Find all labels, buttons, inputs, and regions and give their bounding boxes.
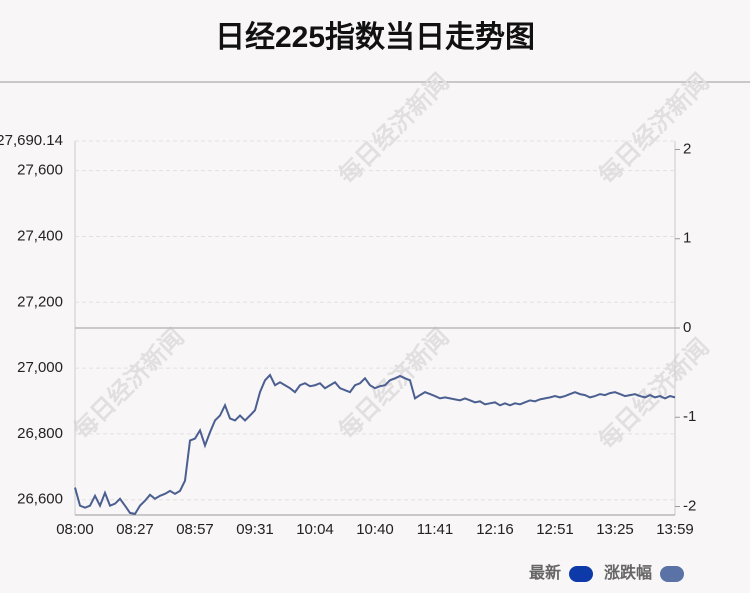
- x-tick-label: 09:31: [236, 521, 274, 538]
- x-tick-label: 13:59: [656, 521, 694, 538]
- x-tick-label: 10:04: [296, 521, 334, 538]
- y2-tick-label: -2: [683, 497, 696, 514]
- legend-label: 涨跌幅: [604, 563, 652, 582]
- y2-tick-label: -1: [683, 408, 696, 425]
- x-tick-label: 12:16: [476, 521, 514, 538]
- legend-label: 最新: [529, 563, 561, 582]
- y2-tick-label: 1: [683, 230, 691, 247]
- y-tick-label: 27,600: [17, 162, 63, 179]
- x-tick-label: 11:41: [417, 521, 453, 538]
- y-tick-label: 26,800: [17, 425, 63, 442]
- y-tick-label: 27,200: [17, 293, 63, 310]
- chart-title: 日经225指数当日走势图: [215, 20, 535, 54]
- x-tick-label: 08:57: [176, 521, 214, 538]
- legend-swatch: [569, 566, 593, 582]
- price-line: [74, 373, 676, 516]
- y-tick-label: 26,600: [17, 491, 63, 508]
- x-tick-label: 13:25: [596, 521, 634, 538]
- x-tick-label: 08:00: [56, 521, 94, 538]
- legend-swatch: [660, 566, 684, 582]
- x-tick-label: 10:40: [356, 521, 394, 538]
- y-tick-label: 27,000: [17, 359, 63, 376]
- y-tick-label: 27,690.14: [0, 132, 63, 149]
- y2-tick-label: 0: [683, 319, 691, 336]
- y-tick-label: 27,400: [17, 227, 63, 244]
- x-tick-label: 08:27: [116, 521, 154, 538]
- y2-tick-label: 2: [683, 140, 691, 157]
- x-tick-label: 12:51: [536, 521, 574, 538]
